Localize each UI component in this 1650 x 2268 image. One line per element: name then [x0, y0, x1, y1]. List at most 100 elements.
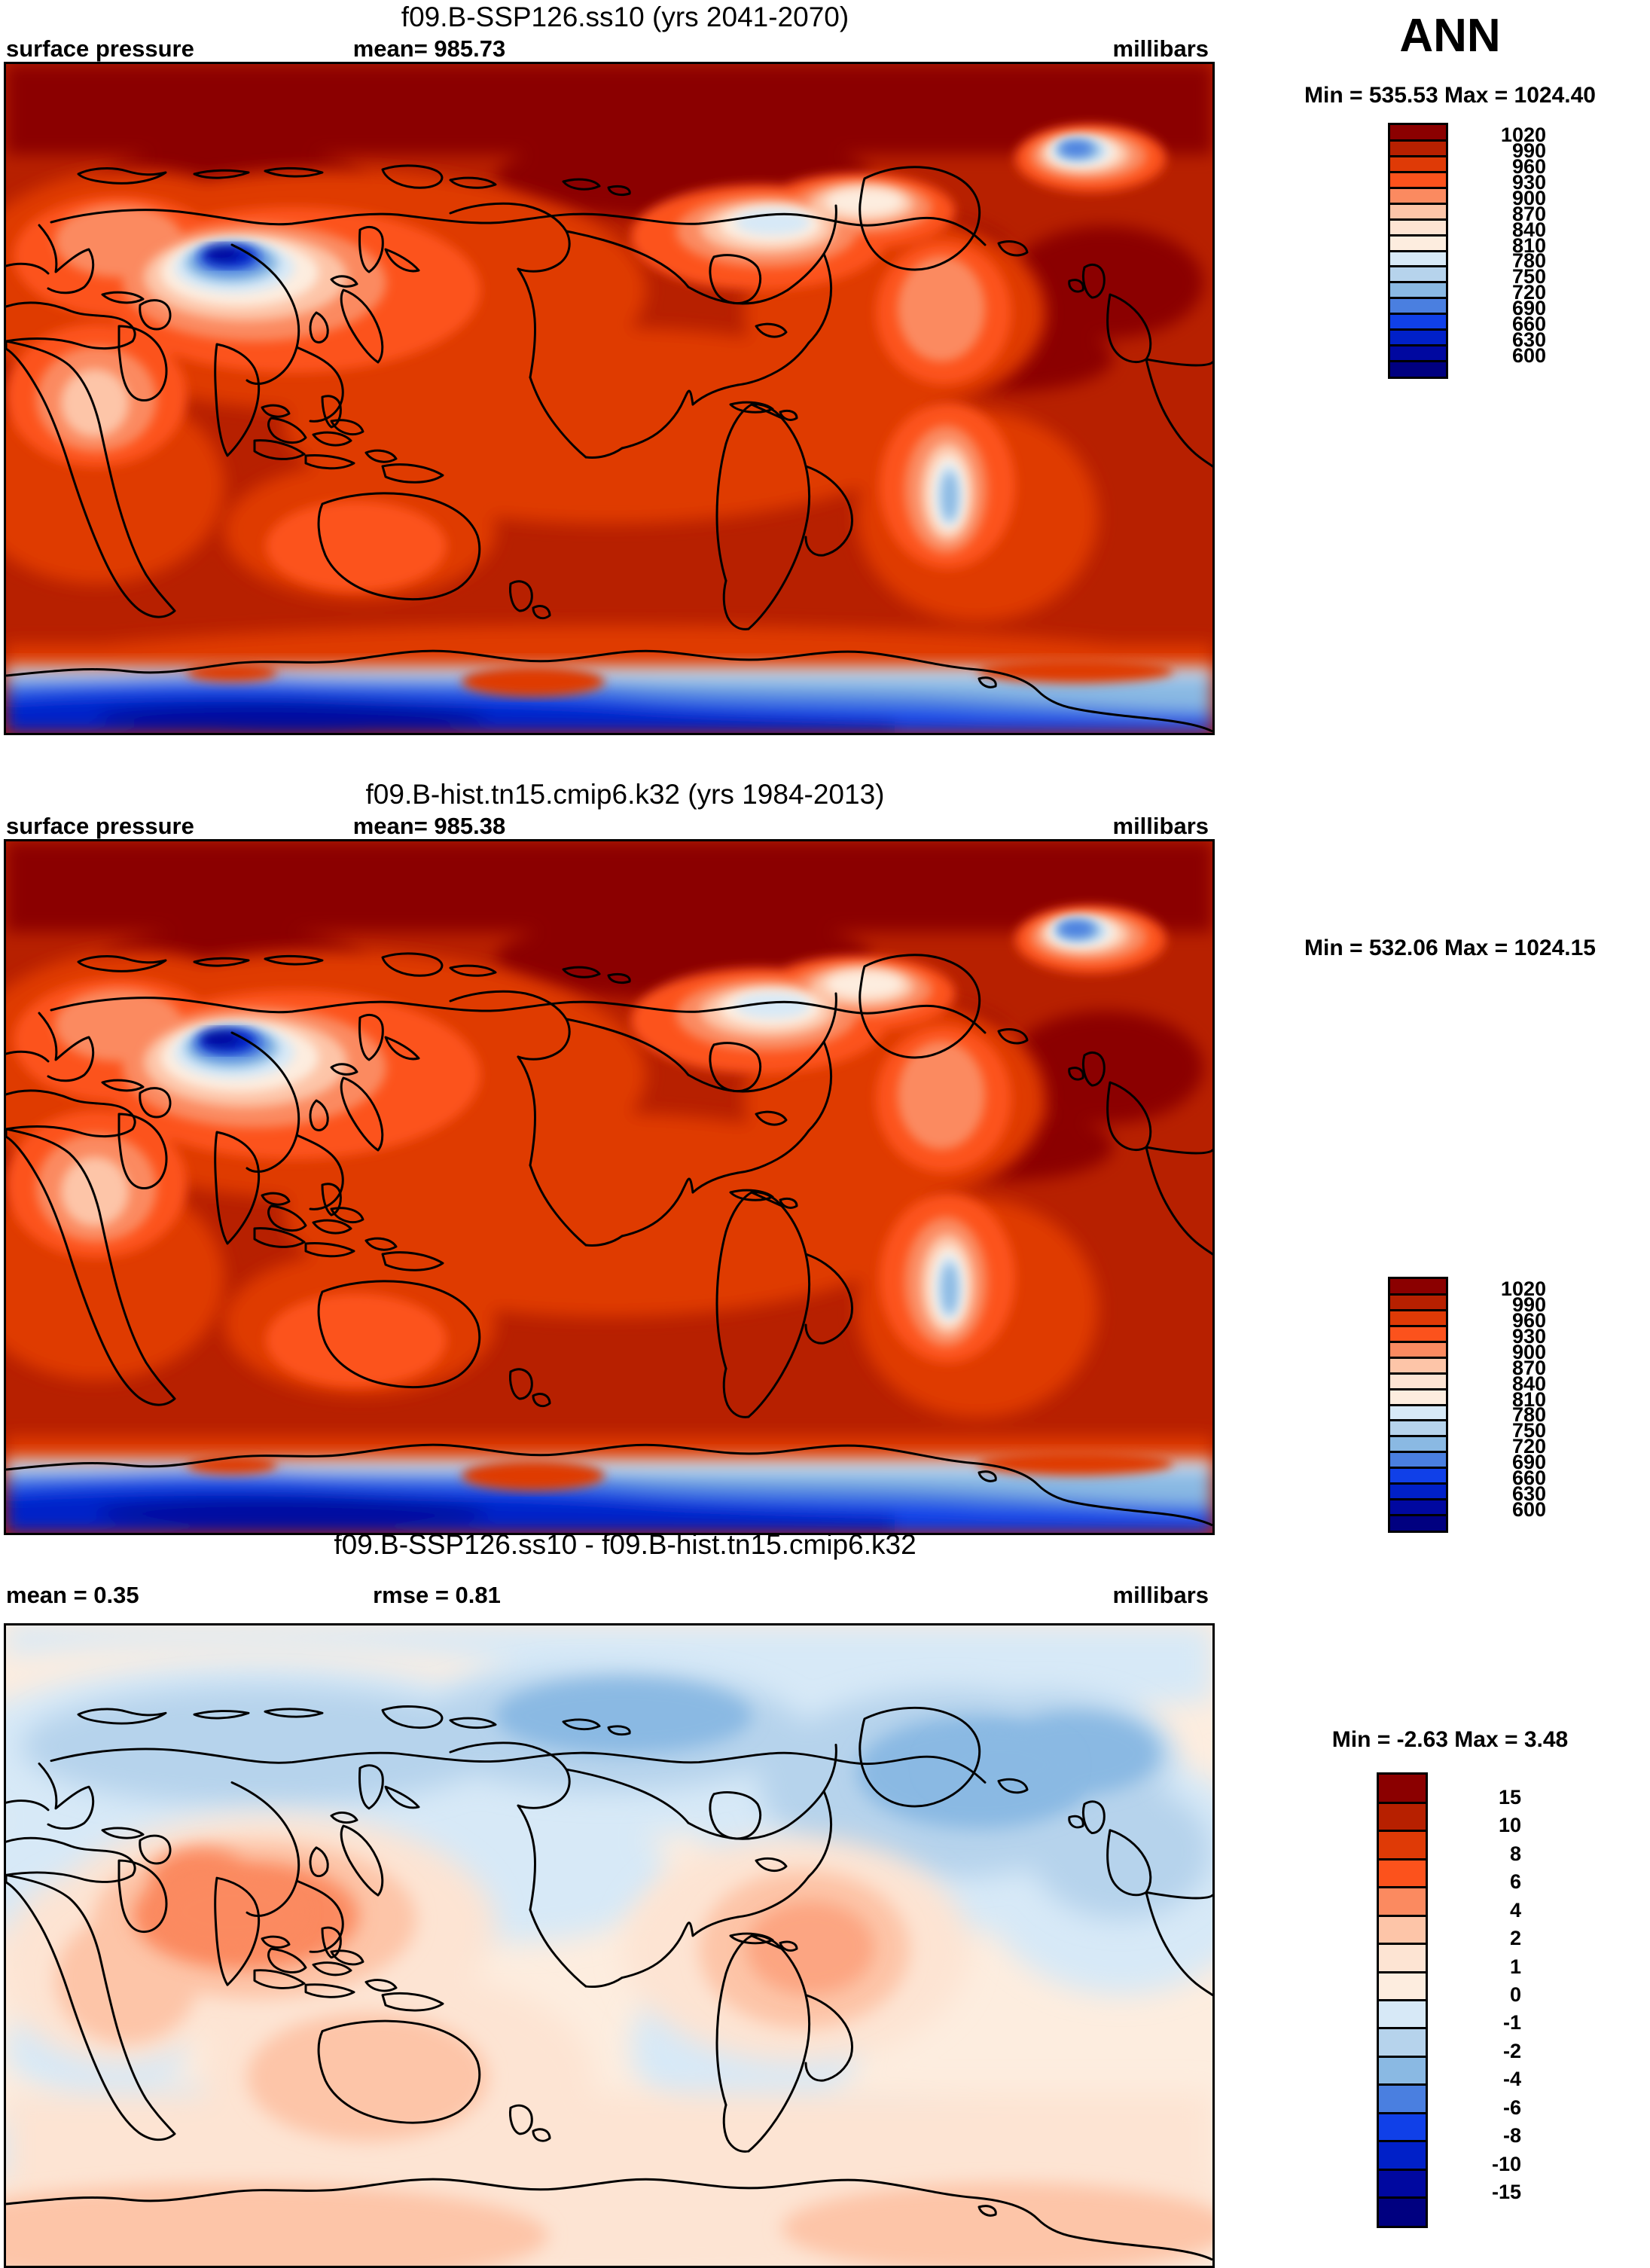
colorbar-tick-label: 660: [1511, 312, 1546, 335]
colorbar-divider: [1379, 1801, 1426, 1804]
colorbar-swatches: [1388, 1277, 1448, 1533]
colorbar-swatch: [1390, 188, 1446, 204]
colorbar-swatch: [1379, 2028, 1426, 2057]
colorbar-divider: [1390, 1309, 1446, 1312]
colorbar-swatch: [1390, 1389, 1446, 1405]
colorbar-swatch: [1379, 2000, 1426, 2028]
colorbar-tick-label: 2: [1509, 1927, 1521, 1950]
panel-middle-title: f09.B-hist.tn15.cmip6.k32 (yrs 1984-2013…: [365, 779, 885, 810]
colorbar-swatch: [1390, 1294, 1446, 1311]
panel-top-minmax: Min = 535.53 Max = 1024.40: [1304, 83, 1596, 108]
colorbar-swatch: [1390, 1342, 1446, 1358]
panel-middle-map: [4, 839, 1215, 1535]
colorbar-divider: [1390, 265, 1446, 268]
colorbar-tick-labels: 1020 990 960 930 900 870 840 810 780 750 720 690 660…: [1457, 123, 1546, 379]
colorbar-tick-label: 780: [1511, 1403, 1546, 1427]
panel-diff-units-label: millibars: [1112, 1582, 1209, 1608]
colorbar-divider: [1390, 171, 1446, 174]
colorbar-swatch: [1390, 298, 1446, 314]
colorbar-swatch: [1390, 172, 1446, 188]
panel-middle-left-label: surface pressure: [6, 813, 194, 839]
colorbar-divider: [1390, 359, 1446, 362]
panel-middle-colorbar: 1020 990 960 930 900 870 840 810 780 750 720 690 660…: [1388, 1277, 1614, 1537]
colorbar-swatch: [1379, 2113, 1426, 2141]
colorbar-tick-label: 600: [1511, 343, 1546, 367]
colorbar-divider: [1390, 1356, 1446, 1359]
colorbar-tick-label: 810: [1511, 234, 1546, 257]
panel-diff-minmax: Min = -2.63 Max = 3.48: [1331, 1727, 1569, 1752]
colorbar-swatch: [1390, 1483, 1446, 1500]
colorbar-tick-label: 870: [1511, 1356, 1546, 1379]
colorbar-tick-label: 840: [1511, 218, 1546, 241]
colorbar-swatch: [1390, 1357, 1446, 1374]
colorbar-tick-label: 840: [1511, 1372, 1546, 1395]
colorbar-divider: [1390, 1387, 1446, 1390]
colorbar-swatch: [1390, 1326, 1446, 1342]
colorbar-divider: [1379, 1914, 1426, 1917]
colorbar-swatches: [1388, 123, 1448, 379]
colorbar-divider: [1379, 1830, 1426, 1833]
colorbar-tick-label: 630: [1511, 1482, 1546, 1505]
colorbar-swatch: [1379, 2084, 1426, 2114]
colorbar-swatch: [1390, 203, 1446, 220]
colorbar-tick-label: 960: [1511, 1309, 1546, 1332]
colorbar-divider: [1379, 2027, 1426, 2030]
colorbar-divider: [1390, 1341, 1446, 1343]
colorbar-tick-label: 750: [1511, 1419, 1546, 1442]
panel-diff-rmse-label: rmse = 0.81: [373, 1582, 501, 1608]
colorbar-divider: [1379, 1886, 1426, 1889]
colorbar-divider: [1390, 1372, 1446, 1375]
season-label: ANN: [1399, 10, 1501, 62]
colorbar-divider: [1379, 2168, 1426, 2171]
colorbar-swatch: [1379, 1802, 1426, 1831]
colorbar-tick-label: 0: [1509, 1983, 1521, 2007]
colorbar-tick-label: 930: [1511, 1325, 1546, 1348]
colorbar-divider: [1390, 1435, 1446, 1438]
colorbar-divider: [1390, 297, 1446, 300]
colorbar-swatch: [1390, 251, 1446, 267]
colorbar-swatch: [1390, 1420, 1446, 1436]
colorbar-divider: [1390, 1419, 1446, 1422]
colorbar-tick-label: 750: [1511, 265, 1546, 288]
colorbar-swatch: [1390, 235, 1446, 251]
colorbar-swatch: [1390, 125, 1446, 141]
colorbar-swatch: [1379, 1830, 1426, 1860]
colorbar-tick-labels: 15 10 8 6 4 2 1 0 -1 -2 -4 -6 -8 -10 -15: [1437, 1772, 1521, 2228]
colorbar-divider: [1390, 1293, 1446, 1296]
colorbar-tick-label: -6: [1502, 2096, 1521, 2119]
panel-middle-mean-label: mean= 985.38: [352, 813, 506, 839]
colorbar-divider: [1379, 2083, 1426, 2086]
colorbar-tick-label: 600: [1511, 1497, 1546, 1521]
colorbar-swatch: [1390, 1373, 1446, 1390]
colorbar-swatch: [1379, 2197, 1426, 2226]
colorbar-tick-label: 900: [1511, 186, 1546, 209]
colorbar-tick-label: 900: [1511, 1340, 1546, 1363]
colorbar-swatches: [1377, 1772, 1428, 2228]
colorbar-swatch: [1390, 156, 1446, 172]
colorbar-divider: [1390, 281, 1446, 284]
colorbar-swatch: [1390, 140, 1446, 157]
panel-middle-units-label: millibars: [1112, 813, 1209, 839]
colorbar-divider: [1379, 2111, 1426, 2114]
colorbar-divider: [1390, 1497, 1446, 1500]
colorbar-tick-label: 720: [1511, 281, 1546, 304]
colorbar-divider: [1390, 343, 1446, 346]
panel-middle-minmax: Min = 532.06 Max = 1024.15: [1304, 936, 1596, 960]
colorbar-tick-label: 6: [1509, 1870, 1521, 1894]
colorbar-tick-label: 990: [1511, 139, 1546, 163]
colorbar-swatch: [1390, 329, 1446, 346]
colorbar-divider: [1379, 2140, 1426, 2143]
colorbar-tick-label: 780: [1511, 249, 1546, 273]
colorbar-divider: [1390, 1403, 1446, 1406]
colorbar-tick-label: -15: [1491, 2181, 1521, 2204]
colorbar-divider: [1379, 1970, 1426, 1973]
colorbar-divider: [1379, 1999, 1426, 2001]
panel-top-colorbar: 1020 990 960 930 900 870 840 810 780 750 720 690 660…: [1388, 123, 1614, 383]
colorbar-swatch: [1379, 2056, 1426, 2085]
colorbar-tick-label: -1: [1502, 2011, 1521, 2034]
colorbar-tick-label: 630: [1511, 328, 1546, 351]
colorbar-divider: [1390, 328, 1446, 331]
colorbar-tick-label: 8: [1509, 1842, 1521, 1865]
colorbar-divider: [1390, 218, 1446, 221]
colorbar-divider: [1390, 1513, 1446, 1516]
